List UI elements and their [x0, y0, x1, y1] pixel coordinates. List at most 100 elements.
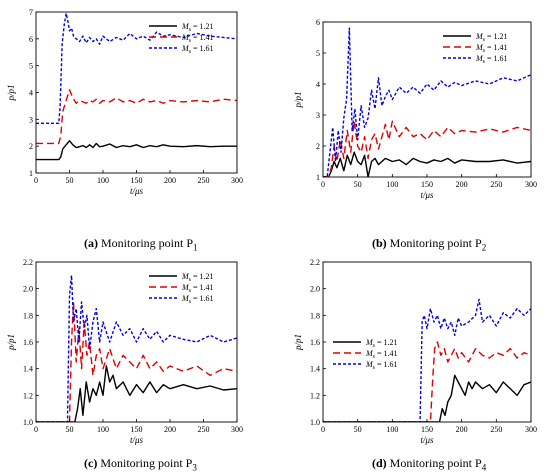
caption-c: (c) Monitoring point P3 [84, 456, 197, 472]
y-axis-label-c: p/p1 [6, 334, 16, 351]
y-tick-label-a-6: 6 [29, 35, 33, 44]
legend-entry-b-0: Ms = 1.21 [475, 32, 508, 43]
y-tick-label-c-2: 2.0 [23, 285, 33, 294]
y-axis-label-b: p/p1 [293, 91, 303, 108]
x-tick-label-b-300: 300 [525, 180, 537, 189]
chart-a: 0 50 100 150 200 250 300 1 2 3 4 5 6 7 t/μs p/p1 Ms = 1.… [6, 8, 243, 196]
series-line-b-0 [323, 151, 531, 177]
x-tick-label-d-150: 150 [421, 425, 433, 434]
x-tick-label-c-250: 250 [198, 425, 210, 434]
series-line-c-1 [36, 301, 237, 422]
y-tick-label-d-1: 1.0 [310, 418, 320, 427]
y-tick-label-b-5: 5 [316, 49, 320, 58]
y-tick-label-c-1.8: 1.8 [23, 311, 33, 320]
caption-d: (d) Monitoring point P4 [372, 456, 486, 472]
y-tick-label-b-6: 6 [316, 18, 320, 27]
y-tick-label-a-3: 3 [29, 115, 33, 124]
y-tick-label-a-4: 4 [29, 89, 33, 98]
caption-d-label: (d) [372, 456, 387, 470]
x-tick-label-a-50: 50 [66, 176, 74, 185]
x-tick-label-c-200: 200 [164, 425, 176, 434]
series-line-a-2 [36, 12, 237, 125]
x-tick-label-b-250: 250 [490, 180, 502, 189]
x-tick-label-b-50: 50 [354, 180, 362, 189]
y-axis-label-d: p/p1 [293, 334, 303, 351]
legend-entry-a-1: Ms = 1.41 [181, 33, 214, 44]
x-tick-label-a-250: 250 [198, 176, 210, 185]
x-axis-label-d: t/μs [420, 435, 434, 445]
caption-b: (b) Monitoring point P2 [372, 236, 486, 252]
y-tick-label-d-1.6: 1.6 [310, 338, 320, 347]
x-tick-label-a-100: 100 [97, 176, 109, 185]
x-tick-label-c-50: 50 [66, 425, 74, 434]
caption-a-sub: 1 [193, 242, 198, 253]
series-line-b-1 [323, 120, 531, 177]
legend-entry-d-0: Ms = 1.21 [365, 338, 398, 349]
y-tick-label-d-1.8: 1.8 [310, 311, 320, 320]
y-tick-label-b-1: 1 [316, 173, 320, 182]
x-axis-label-c: t/μs [130, 435, 144, 445]
x-tick-label-d-250: 250 [490, 425, 502, 434]
x-tick-label-d-50: 50 [354, 425, 362, 434]
chart-c: 0 50 100 150 200 250 300 1.0 1.2 1.4 1.6 1.8 2.0 2.2 t… [6, 258, 243, 445]
series-line-d-0 [323, 374, 531, 422]
y-tick-label-d-1.2: 1.2 [310, 391, 320, 400]
y-tick-label-a-5: 5 [29, 62, 33, 71]
caption-d-sub: 4 [481, 462, 487, 473]
legend-entry-a-0: Ms = 1.21 [181, 22, 214, 33]
caption-a-label: (a) [84, 236, 98, 250]
legend-entry-b-2: Ms = 1.61 [475, 54, 508, 65]
series-line-a-1 [36, 89, 237, 145]
caption-b-label: (b) [372, 236, 387, 250]
x-tick-label-d-100: 100 [386, 425, 398, 434]
y-tick-label-d-2: 2.0 [310, 285, 320, 294]
x-tick-label-c-300: 300 [231, 425, 243, 434]
caption-b-text: Monitoring point P [389, 236, 482, 250]
x-tick-label-b-200: 200 [456, 180, 468, 189]
legend-entry-a-2: Ms = 1.61 [181, 44, 214, 55]
y-tick-label-a-1: 1 [29, 169, 33, 178]
series-line-d-1 [323, 341, 531, 422]
legend-entry-c-2: Ms = 1.61 [181, 294, 214, 305]
caption-d-text: Monitoring point P [389, 456, 482, 470]
series-line-c-0 [36, 365, 237, 422]
caption-c-sub: 3 [192, 462, 197, 473]
x-axis-label-b: t/μs [420, 190, 434, 200]
x-tick-label-a-200: 200 [164, 176, 176, 185]
legend-entry-c-1: Ms = 1.41 [181, 283, 214, 294]
legend-entry-d-2: Ms = 1.61 [365, 360, 398, 371]
y-tick-label-c-1.2: 1.2 [23, 391, 33, 400]
x-tick-label-b-150: 150 [421, 180, 433, 189]
caption-c-text: Monitoring point P [100, 456, 193, 470]
x-tick-label-c-150: 150 [131, 425, 143, 434]
caption-a-text: Monitoring point P [101, 236, 194, 250]
x-tick-label-c-100: 100 [97, 425, 109, 434]
x-tick-label-b-100: 100 [386, 180, 398, 189]
legend-entry-c-0: Ms = 1.21 [181, 272, 214, 283]
y-tick-label-b-3: 3 [316, 111, 320, 120]
y-tick-label-c-1.6: 1.6 [23, 338, 33, 347]
y-tick-label-c-2.2: 2.2 [23, 258, 33, 267]
series-line-a-0 [36, 140, 237, 161]
caption-a: (a) Monitoring point P1 [84, 236, 198, 252]
x-tick-label-d-0: 0 [321, 425, 325, 434]
x-tick-label-c-0: 0 [34, 425, 38, 434]
y-tick-label-b-2: 2 [316, 142, 320, 151]
series-line-b-2 [323, 27, 531, 177]
y-tick-label-b-4: 4 [316, 80, 320, 89]
legend-entry-d-1: Ms = 1.41 [365, 349, 398, 360]
series-line-d-2 [323, 298, 531, 422]
series-line-c-2 [36, 274, 237, 422]
x-tick-label-a-0: 0 [34, 176, 38, 185]
caption-b-sub: 2 [481, 242, 487, 253]
chart-d: 0 50 100 150 200 250 300 1.0 1.2 1.4 1.6 1.8 2.0 2.2 t… [293, 258, 537, 445]
x-axis-label-a: t/μs [130, 186, 144, 196]
x-tick-label-d-300: 300 [525, 425, 537, 434]
chart-b: 0 50 100 150 200 250 300 1 2 3 4 5 6 t/μs p/p1 Ms = 1.2… [293, 18, 537, 200]
x-tick-label-a-150: 150 [131, 176, 143, 185]
